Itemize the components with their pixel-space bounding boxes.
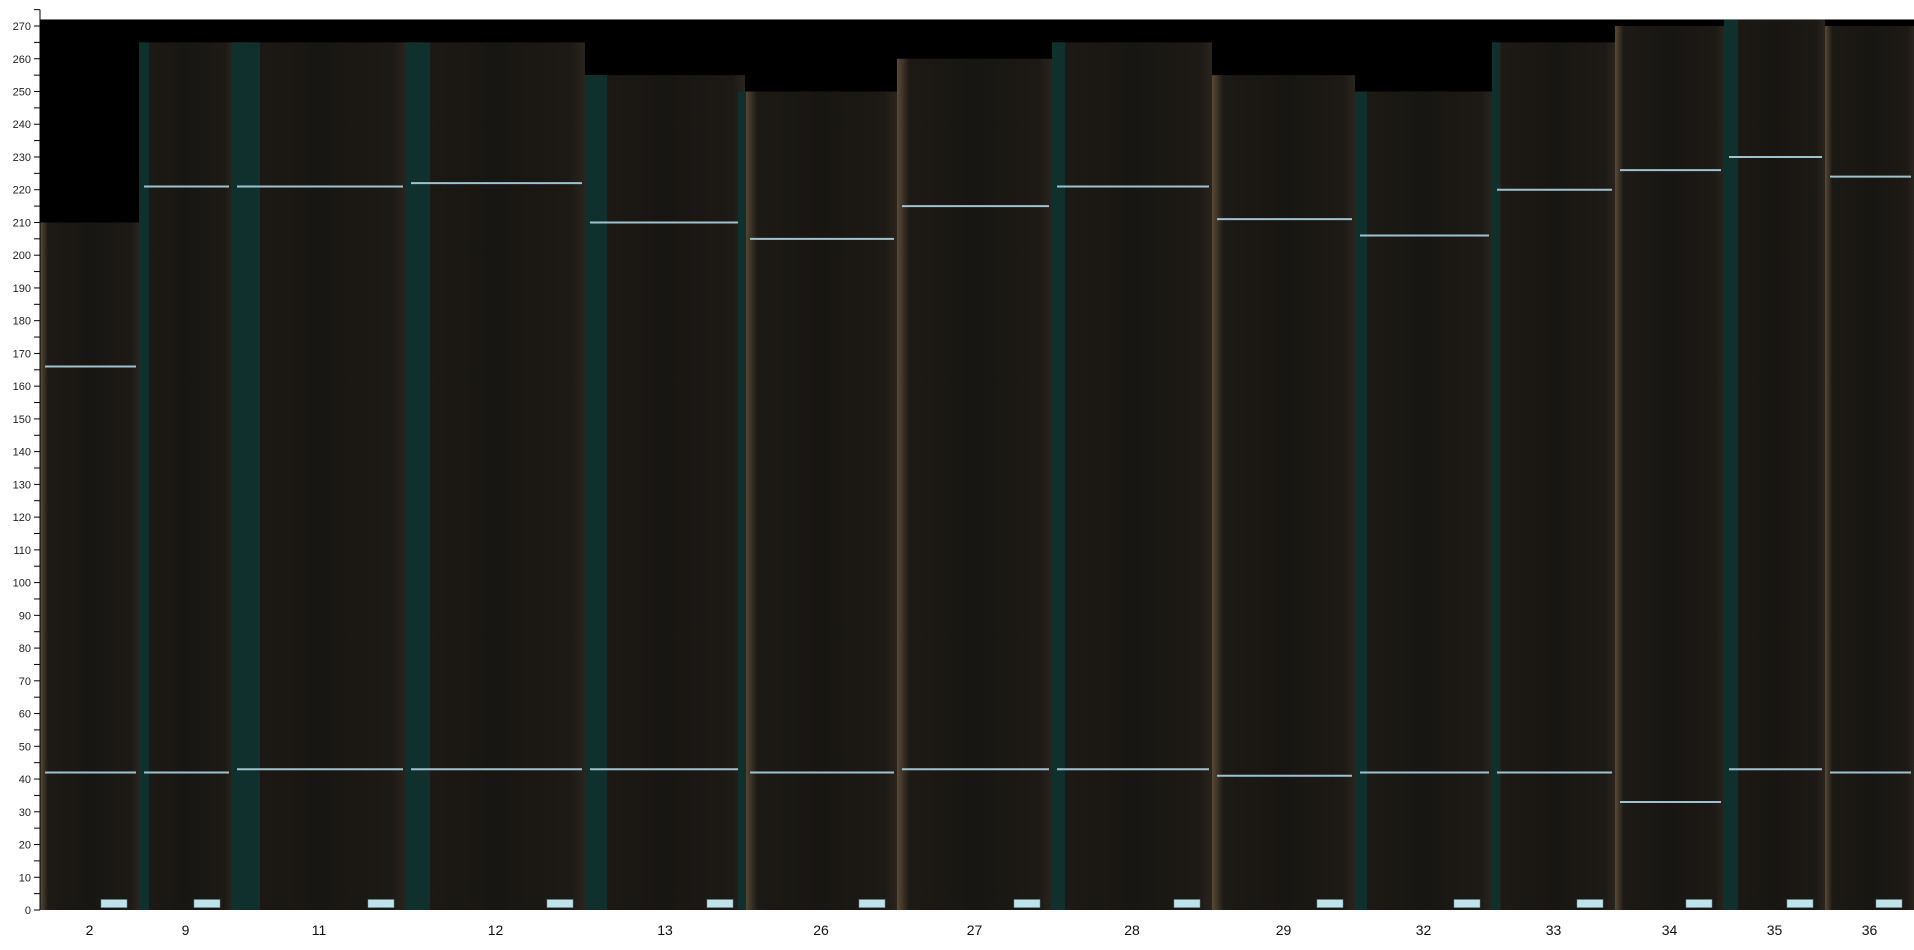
board-bar <box>1615 26 1724 910</box>
board-9: 9 <box>139 42 232 938</box>
barcode-tag <box>1576 899 1604 908</box>
y-tick-label: 140 <box>13 447 31 459</box>
board-edge-strip <box>1052 42 1065 910</box>
board-26: 26 <box>738 91 897 938</box>
y-tick-label: 220 <box>13 185 31 197</box>
x-tick-label: 32 <box>1416 922 1432 938</box>
board-35: 35 <box>1724 19 1825 938</box>
barcode-tag <box>1875 899 1903 908</box>
barcode-tag <box>1453 899 1481 908</box>
y-tick-label: 230 <box>13 152 31 164</box>
x-tick-label: 34 <box>1662 922 1678 938</box>
board-bar <box>745 91 897 910</box>
y-tick-label: 80 <box>19 643 31 655</box>
y-tick-label: 270 <box>13 21 31 33</box>
y-tick-label: 170 <box>13 348 31 360</box>
y-tick-label: 240 <box>13 119 31 131</box>
board-11: 11 <box>232 42 406 938</box>
barcode-tag <box>1173 899 1201 908</box>
y-tick-label: 0 <box>25 905 31 917</box>
x-tick-label: 9 <box>182 922 190 938</box>
board-bar <box>406 42 585 910</box>
x-tick-label: 11 <box>312 922 327 938</box>
board-edge-strip <box>406 42 430 910</box>
board-32: 32 <box>1355 91 1492 938</box>
x-tick-label: 29 <box>1276 922 1292 938</box>
board-bar <box>1355 91 1492 910</box>
board-bar <box>1212 75 1355 910</box>
board-bar <box>139 42 232 910</box>
barcode-tag <box>706 899 734 908</box>
y-tick-label: 20 <box>19 840 31 852</box>
y-tick-label: 60 <box>19 709 31 721</box>
x-tick-label: 35 <box>1767 922 1783 938</box>
y-tick-label: 90 <box>19 610 31 622</box>
board-34: 34 <box>1615 26 1724 938</box>
barcode-tag <box>1316 899 1344 908</box>
y-tick-label: 120 <box>13 512 31 524</box>
y-tick-label: 50 <box>19 741 31 753</box>
y-tick-label: 150 <box>13 414 31 426</box>
y-tick-label: 100 <box>13 578 31 590</box>
x-tick-label: 13 <box>657 922 673 938</box>
barcode-tag <box>193 899 221 908</box>
y-tick-label: 190 <box>13 283 31 295</box>
y-tick-label: 110 <box>13 545 31 557</box>
x-tick-label: 36 <box>1862 922 1878 938</box>
board-36: 36 <box>1825 26 1914 938</box>
board-edge-strip <box>139 42 149 910</box>
y-tick-label: 160 <box>13 381 31 393</box>
board-bar <box>1492 42 1615 910</box>
board-13: 13 <box>585 75 745 938</box>
board-12: 12 <box>406 42 585 938</box>
board-edge-strip <box>1492 42 1500 910</box>
board-bar <box>1724 19 1825 911</box>
board-bar <box>1825 26 1914 910</box>
barcode-tag <box>1685 899 1713 908</box>
y-tick-label: 30 <box>19 807 31 819</box>
board-edge-strip <box>1724 19 1738 911</box>
board-bar <box>585 75 745 910</box>
x-tick-label: 26 <box>813 922 829 938</box>
x-tick-label: 12 <box>488 922 504 938</box>
barcode-tag <box>100 899 128 908</box>
barcode-tag <box>546 899 574 908</box>
board-edge-strip <box>738 91 746 910</box>
y-tick-label: 130 <box>13 479 31 491</box>
board-27: 27 <box>897 58 1052 938</box>
y-tick-label: 180 <box>13 316 31 328</box>
board-33: 33 <box>1492 42 1615 938</box>
x-tick-label: 2 <box>86 922 94 938</box>
board-bar <box>40 222 139 910</box>
barcode-tag <box>858 899 886 908</box>
y-tick-label: 70 <box>19 676 31 688</box>
barcode-tag <box>1013 899 1041 908</box>
x-tick-label: 28 <box>1124 922 1140 938</box>
x-tick-label: 33 <box>1546 922 1562 938</box>
board-edge-strip <box>232 42 260 910</box>
y-tick-label: 210 <box>13 217 31 229</box>
board-2: 2 <box>40 222 139 938</box>
x-tick-label: 27 <box>967 922 983 938</box>
barcode-tag <box>1786 899 1814 908</box>
board-edge-strip <box>585 75 607 910</box>
barcode-tag <box>367 899 395 908</box>
board-bar <box>897 58 1052 910</box>
board-28: 28 <box>1052 42 1212 938</box>
y-tick-label: 250 <box>13 87 31 99</box>
board-29: 29 <box>1212 75 1355 938</box>
board-edge-strip <box>1355 91 1367 910</box>
y-tick-label: 200 <box>13 250 31 262</box>
board-bar <box>1052 42 1212 910</box>
y-tick-label: 260 <box>13 54 31 66</box>
y-tick-label: 40 <box>19 774 31 786</box>
y-tick-label: 10 <box>19 872 31 884</box>
